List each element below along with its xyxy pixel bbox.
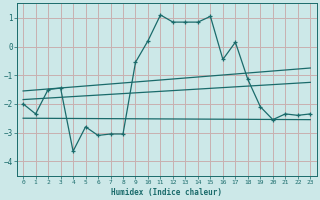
X-axis label: Humidex (Indice chaleur): Humidex (Indice chaleur): [111, 188, 222, 197]
